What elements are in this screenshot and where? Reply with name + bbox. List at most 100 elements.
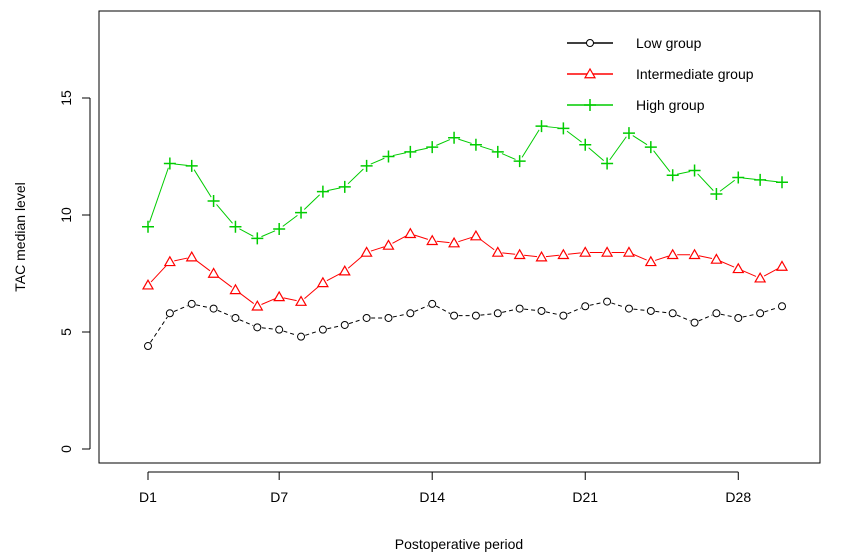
data-point bbox=[471, 311, 480, 320]
data-point bbox=[185, 250, 198, 262]
data-point bbox=[382, 150, 395, 163]
data-point bbox=[754, 271, 767, 283]
data-point bbox=[209, 304, 218, 313]
legend-entry: Intermediate group bbox=[567, 66, 754, 82]
legend-marker bbox=[583, 67, 597, 79]
data-point bbox=[318, 325, 327, 334]
data-point bbox=[448, 131, 461, 144]
legend-entry: Low group bbox=[567, 35, 702, 51]
series-line bbox=[150, 234, 779, 305]
data-point bbox=[775, 260, 789, 271]
series-intermediate-group bbox=[141, 227, 789, 311]
data-point bbox=[295, 295, 308, 306]
data-point bbox=[513, 155, 526, 168]
data-point bbox=[144, 342, 152, 351]
data-point bbox=[622, 127, 635, 140]
y-tick-label: 15 bbox=[58, 90, 74, 106]
legend-marker bbox=[584, 99, 596, 111]
data-point bbox=[316, 276, 329, 288]
data-point bbox=[622, 246, 635, 257]
legend-label: Intermediate group bbox=[636, 66, 754, 82]
data-point bbox=[732, 262, 745, 274]
data-point bbox=[710, 253, 723, 264]
data-point bbox=[688, 164, 701, 177]
legend-label: High group bbox=[636, 97, 705, 113]
data-point bbox=[426, 234, 439, 246]
data-point bbox=[163, 255, 176, 267]
data-point bbox=[646, 306, 655, 315]
data-point bbox=[316, 185, 329, 198]
series-high-group bbox=[142, 120, 788, 245]
data-point bbox=[165, 309, 174, 318]
data-point bbox=[185, 159, 198, 172]
x-tick-label: D14 bbox=[419, 489, 445, 505]
series-line bbox=[150, 302, 778, 343]
data-point bbox=[491, 145, 504, 158]
data-point bbox=[732, 171, 745, 184]
data-point bbox=[469, 138, 482, 151]
data-point bbox=[712, 309, 721, 318]
data-point bbox=[581, 302, 590, 311]
data-point bbox=[776, 176, 788, 189]
series-low-group bbox=[144, 297, 786, 351]
data-point bbox=[778, 302, 786, 311]
x-axis: D1 D7 D14 D21 D28 bbox=[139, 471, 751, 505]
data-point bbox=[338, 264, 351, 276]
data-point bbox=[666, 248, 679, 260]
data-point bbox=[601, 157, 614, 170]
data-point bbox=[624, 304, 633, 313]
data-point bbox=[426, 141, 439, 154]
data-point bbox=[644, 141, 657, 154]
plot-frame bbox=[98, 10, 821, 464]
data-point bbox=[559, 311, 568, 320]
x-tick-label: D1 bbox=[139, 489, 157, 505]
data-point bbox=[340, 320, 349, 329]
data-point bbox=[360, 159, 373, 172]
y-tick-label: 0 bbox=[58, 445, 74, 453]
data-point bbox=[448, 236, 461, 248]
data-point bbox=[142, 220, 154, 233]
data-point bbox=[579, 246, 592, 257]
legend-marker bbox=[586, 39, 594, 47]
x-tick-label: D28 bbox=[725, 489, 751, 505]
legend: Low group Intermediate group High group bbox=[567, 35, 754, 113]
data-point bbox=[207, 194, 220, 207]
series-line bbox=[148, 126, 778, 238]
data-point bbox=[710, 187, 723, 200]
series-layer bbox=[141, 120, 789, 351]
data-point bbox=[273, 223, 286, 236]
data-point bbox=[535, 250, 548, 262]
data-point bbox=[404, 145, 417, 158]
data-point bbox=[428, 299, 437, 308]
data-point bbox=[537, 306, 546, 315]
y-axis-title: TAC median level bbox=[12, 182, 28, 291]
data-point bbox=[666, 169, 679, 182]
x-tick-label: D7 bbox=[270, 489, 288, 505]
x-axis-title: Postoperative period bbox=[395, 536, 523, 552]
data-point bbox=[557, 122, 570, 135]
y-tick-label: 5 bbox=[58, 328, 74, 336]
data-point bbox=[668, 309, 677, 318]
data-point bbox=[251, 232, 264, 245]
data-point bbox=[382, 239, 395, 250]
data-point bbox=[207, 267, 220, 278]
data-point bbox=[734, 313, 743, 322]
data-point bbox=[603, 297, 612, 306]
data-point bbox=[253, 323, 262, 332]
data-point bbox=[491, 246, 504, 257]
data-point bbox=[644, 255, 657, 267]
data-point bbox=[163, 157, 176, 170]
x-tick-label: D21 bbox=[572, 489, 598, 505]
data-point bbox=[360, 246, 373, 257]
data-point bbox=[141, 278, 155, 290]
data-point bbox=[295, 206, 308, 219]
data-point bbox=[601, 246, 614, 257]
y-axis: 0 5 10 15 bbox=[58, 90, 91, 453]
data-point bbox=[513, 248, 526, 260]
legend-label: Low group bbox=[636, 35, 702, 51]
data-point bbox=[688, 248, 701, 260]
legend-entry: High group bbox=[567, 97, 705, 113]
y-tick-label: 10 bbox=[58, 207, 74, 223]
data-point bbox=[404, 227, 417, 239]
